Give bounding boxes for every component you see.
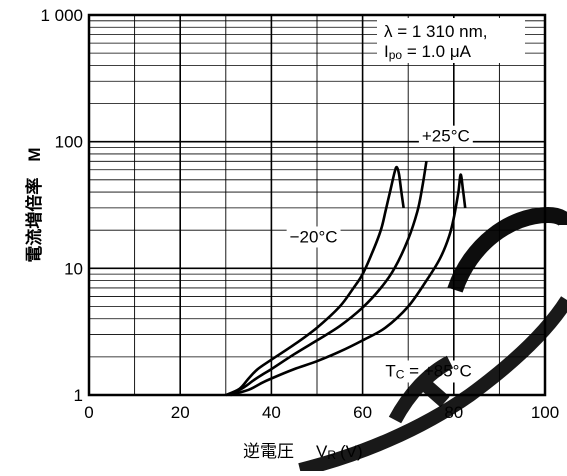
x-tick-label: 0 [84,403,93,422]
series-line-2 [230,161,426,395]
x-tick-label: 20 [171,403,190,422]
annotations: +25°C−20°CTC = +85°C [287,126,475,383]
x-tick-label: 80 [444,403,463,422]
conditions-line1: λ = 1 310 nm, [384,22,487,41]
grid-minor [89,15,545,395]
x-axis-label: 逆電圧 VR (V) [243,442,363,462]
y-tick-labels: 1 10 100 1 000 [40,6,83,405]
annotation-label: −20°C [290,227,338,246]
x-tick-label: 100 [531,403,559,422]
series-group [226,161,465,395]
x-tick-label: 40 [262,403,281,422]
y-tick-label: 1 [74,386,83,405]
x-tick-label: 60 [353,403,372,422]
y-tick-label: 1 000 [40,6,83,25]
y-tick-label: 100 [55,133,83,152]
annotation-label: +25°C [422,127,470,146]
x-tick-labels: 0 20 40 60 80 100 [84,403,559,422]
y-tick-label: 10 [64,259,83,278]
y-axis-label: 電流増倍率M [24,147,44,262]
